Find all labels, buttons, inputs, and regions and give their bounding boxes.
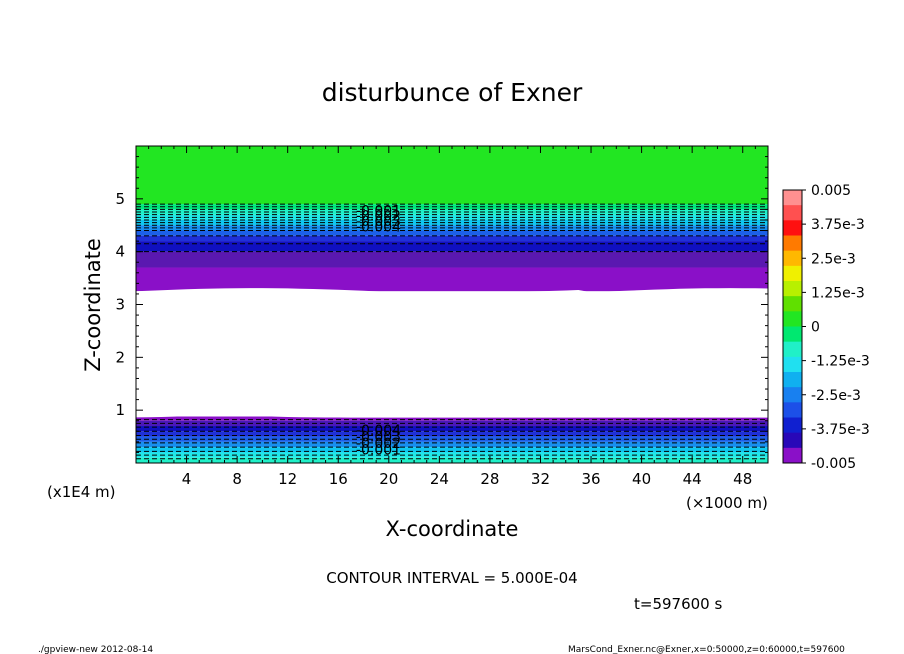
x-tick-label-3: 16 xyxy=(329,470,348,488)
x-axis-label: X-coordinate xyxy=(386,517,519,541)
y-tick-label-0: 1 xyxy=(115,401,125,419)
colorbar-label-3: 1.25e-3 xyxy=(811,285,865,301)
x-tick-label-10: 44 xyxy=(683,470,702,488)
colorbar xyxy=(782,189,803,464)
colorbar-labels: 0.005 3.75e-3 2.5e-3 1.25e-3 0 -1.25e-3 -2.5e-… xyxy=(802,183,870,472)
y-tick-label-3: 4 xyxy=(115,243,125,261)
x-tick-label-1: 8 xyxy=(232,470,242,488)
contour-label-lower-1: -0.003 xyxy=(356,430,401,446)
band-10 xyxy=(136,267,768,292)
colorbar-label-2: 2.5e-3 xyxy=(811,251,856,267)
colorbar-label-5: -1.25e-3 xyxy=(811,354,870,370)
colorbar-swatch-10 xyxy=(783,341,802,358)
colorbar-swatch-6 xyxy=(783,281,802,297)
chart-title: disturbunce of Exner xyxy=(322,78,583,107)
contour-label-lower-0: -0.004 xyxy=(356,423,401,439)
x-tick-label-2: 12 xyxy=(278,470,297,488)
footer-right: MarsCond_Exner.nc@Exner,x=0:50000,z=0:60… xyxy=(568,645,845,654)
time-text: t=597600 s xyxy=(634,595,722,613)
x-tick-label-5: 24 xyxy=(430,470,449,488)
contour-label-upper-3: -0.004 xyxy=(356,219,401,235)
colorbar-swatch-1 xyxy=(783,205,802,221)
y-tick-label-4: 5 xyxy=(115,190,125,208)
band-8 xyxy=(136,241,768,252)
contour-lines xyxy=(136,203,768,460)
contour-label-upper-1: -0.002 xyxy=(356,209,401,225)
x-unit-label: (×1000 m) xyxy=(686,494,768,512)
footer-left: ./gpview-new 2012-08-14 xyxy=(38,645,153,654)
colorbar-swatch-15 xyxy=(783,417,802,434)
y-tick-label-1: 2 xyxy=(115,348,125,366)
x-tick-label-8: 36 xyxy=(581,470,600,488)
y-unit-label: (x1E4 m) xyxy=(47,483,116,501)
colorbar-swatch-0 xyxy=(783,190,802,206)
x-tick-label-4: 20 xyxy=(379,470,398,488)
band-18 xyxy=(136,447,768,453)
colorbar-swatch-11 xyxy=(783,356,802,373)
band-15 xyxy=(136,431,768,437)
band-0 xyxy=(136,146,768,205)
colorbar-swatch-3 xyxy=(783,235,802,252)
colorbar-label-1: 3.75e-3 xyxy=(811,217,865,233)
colorbar-swatch-4 xyxy=(783,250,802,267)
white-region-bottom-edge xyxy=(136,383,768,418)
contour-label-upper-2: -0.003 xyxy=(356,214,401,230)
colorbar-label-0: 0.005 xyxy=(811,183,851,199)
band-9 xyxy=(136,251,768,268)
colorbar-label-4: 0 xyxy=(811,320,820,336)
contour-label-lower-3: -0.001 xyxy=(356,442,401,458)
colorbar-label-7: -3.75e-3 xyxy=(811,422,870,438)
band-14 xyxy=(136,426,768,432)
x-tick-label-0: 4 xyxy=(182,470,192,488)
white-region-top-edge xyxy=(136,288,768,400)
colorbar-swatch-12 xyxy=(783,372,802,388)
x-tick-label-7: 32 xyxy=(531,470,550,488)
x-tick-label-6: 28 xyxy=(480,470,499,488)
colorbar-swatch-17 xyxy=(783,447,802,464)
colorbar-swatch-13 xyxy=(783,387,802,403)
colorbar-swatch-16 xyxy=(783,432,802,449)
band-17 xyxy=(136,441,768,448)
colorbar-swatch-5 xyxy=(783,265,802,282)
contour-label-upper-0: -0.001 xyxy=(356,203,401,219)
colorbar-label-8: -0.005 xyxy=(811,456,856,472)
colorbar-label-6: -2.5e-3 xyxy=(811,388,861,404)
colorbar-swatch-8 xyxy=(783,311,802,327)
contour-interval-text: CONTOUR INTERVAL = 5.000E-04 xyxy=(326,569,577,587)
colorbar-swatch-14 xyxy=(783,402,802,418)
contour-label-lower-2: -0.002 xyxy=(356,436,401,452)
x-tick-label-11: 48 xyxy=(733,470,752,488)
y-tick-label-2: 3 xyxy=(115,296,125,314)
colorbar-swatch-9 xyxy=(783,326,802,343)
colorbar-swatch-2 xyxy=(783,220,802,236)
band-6 xyxy=(136,230,768,236)
y-axis-label: Z-coordinate xyxy=(81,238,105,372)
band-12 xyxy=(136,416,768,421)
x-tick-label-9: 40 xyxy=(632,470,651,488)
colorbar-swatch-7 xyxy=(783,296,802,312)
contour-labels: -0.001-0.002-0.003-0.004-0.004-0.003-0.0… xyxy=(356,203,401,458)
band-7 xyxy=(136,235,768,242)
